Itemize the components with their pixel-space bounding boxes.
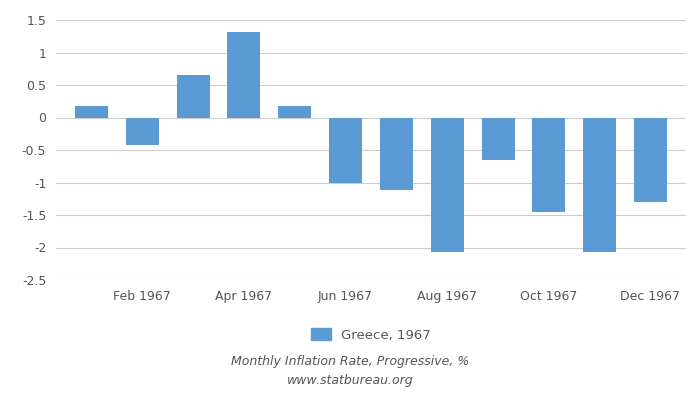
- Bar: [482, 118, 514, 160]
- Bar: [279, 106, 312, 118]
- Bar: [380, 118, 413, 190]
- Bar: [583, 118, 616, 252]
- Legend: Greece, 1967: Greece, 1967: [306, 323, 436, 347]
- Bar: [329, 118, 362, 182]
- Bar: [228, 32, 260, 118]
- Bar: [75, 106, 108, 118]
- Bar: [532, 118, 566, 212]
- Bar: [634, 118, 667, 202]
- Bar: [430, 118, 463, 252]
- Text: www.statbureau.org: www.statbureau.org: [287, 374, 413, 387]
- Text: Monthly Inflation Rate, Progressive, %: Monthly Inflation Rate, Progressive, %: [231, 356, 469, 368]
- Bar: [126, 118, 159, 146]
- Bar: [176, 75, 210, 118]
